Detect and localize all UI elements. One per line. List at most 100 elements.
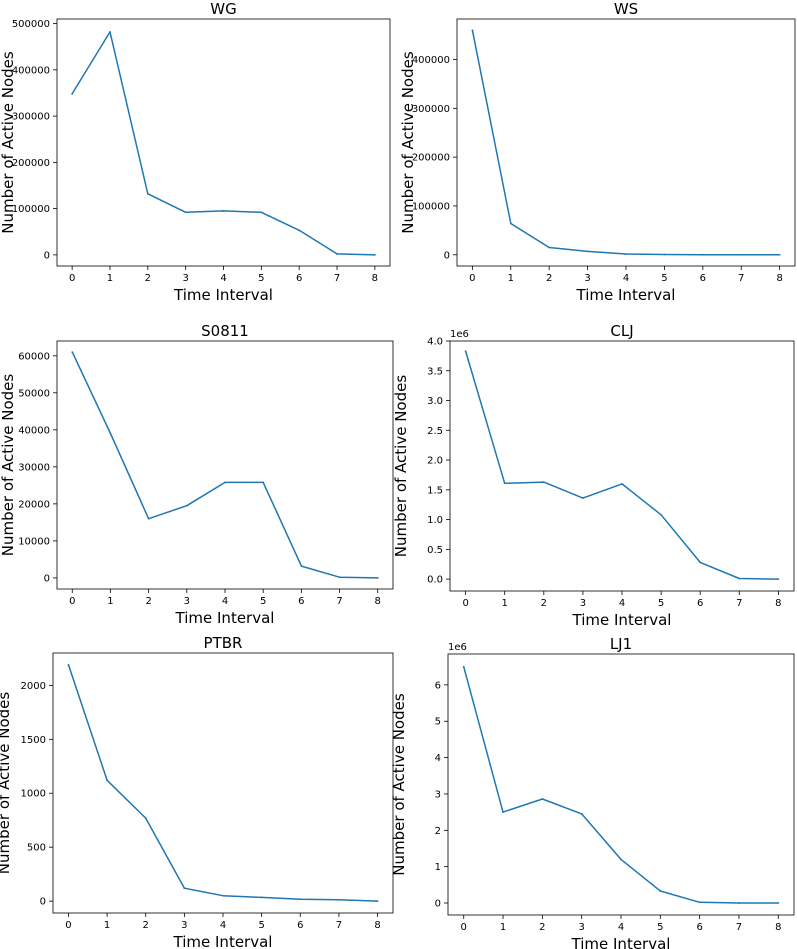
x-tick-label: 3 (580, 598, 586, 609)
data-point (336, 253, 338, 255)
x-tick-label: 2 (143, 920, 149, 931)
y-tick-label: 500000 (12, 19, 50, 30)
x-axis-label: Time Interval (173, 286, 273, 304)
data-point (146, 192, 149, 195)
y-axis-label: Number of Active Nodes (399, 51, 417, 234)
x-tick-label: 1 (508, 273, 514, 284)
data-point (298, 229, 301, 232)
series-line (67, 664, 378, 902)
data-point (738, 902, 740, 904)
series-line (462, 666, 779, 904)
chart-wg: 0 1 2 3 4 5 6 7 8 0 100000 200000 300000 400000 500000… (0, 0, 391, 304)
x-tick-label: 2 (145, 273, 151, 284)
y-axis-label: Number of Active Nodes (390, 693, 408, 876)
x-tick-label: 0 (461, 922, 467, 933)
y-tick-label: 1500 (21, 735, 46, 746)
data-point (67, 663, 70, 666)
data-point (260, 211, 263, 214)
x-tick-label: 1 (502, 598, 508, 609)
y-tick-label: 100000 (12, 204, 50, 215)
y-tick-label: 40000 (18, 425, 50, 436)
series-line (71, 31, 375, 256)
data-point (660, 513, 662, 516)
data-point (300, 565, 303, 567)
x-tick-label: 6 (297, 920, 303, 931)
y-offset-label: 1e6 (450, 329, 469, 340)
chart-ws: 0 1 2 3 4 5 6 7 8 0 100000 200000 300000 400000 WS Time… (399, 0, 796, 304)
y-tick-label: 0 (435, 899, 441, 910)
data-point (582, 497, 584, 500)
data-point (777, 902, 780, 904)
data-point (260, 896, 263, 899)
data-point (777, 578, 780, 580)
x-axis-label: Time Interval (173, 933, 273, 949)
y-tick-label: 0 (44, 250, 50, 261)
y-tick-label: 0 (40, 897, 46, 908)
x-tick-label: 2 (145, 596, 151, 607)
x-tick-label: 0 (462, 598, 468, 609)
y-tick-label: 100000 (412, 201, 450, 212)
x-axis-label: Time Interval (576, 286, 676, 304)
data-point (503, 482, 506, 485)
data-point (147, 517, 150, 520)
data-point (184, 211, 187, 214)
data-point (222, 894, 224, 897)
plot-frame (447, 653, 795, 916)
y-tick-label: 1000 (21, 789, 46, 800)
data-point (663, 253, 666, 256)
x-tick-label: 6 (697, 598, 703, 609)
data-point (71, 351, 74, 354)
x-tick-label: 2 (546, 273, 552, 284)
y-tick-label: 1 (435, 862, 441, 873)
chart-clj: 0 1 2 3 4 5 6 7 8 0.0 0.5 1.0 1.5 2.0 2.5 3.0 3.5 4.0 1e6 C… (392, 322, 795, 629)
plot-frame (52, 652, 394, 914)
x-tick-label: 8 (375, 596, 381, 607)
data-point (464, 350, 467, 353)
data-point (262, 481, 265, 484)
data-point (548, 246, 551, 249)
plot-frame (56, 340, 394, 590)
data-point (185, 504, 188, 507)
y-tick-label: 60000 (18, 351, 50, 362)
y-tick-label: 500 (27, 843, 46, 854)
x-tick-label: 7 (736, 598, 742, 609)
y-tick-label: 200000 (12, 158, 50, 169)
x-tick-label: 8 (776, 273, 782, 284)
series-line (464, 350, 779, 580)
data-point (338, 898, 340, 901)
y-tick-label: 30000 (18, 462, 50, 473)
data-point (509, 222, 512, 225)
y-axis-label: Number of Active Nodes (0, 374, 17, 557)
x-tick-label: 6 (696, 922, 702, 933)
data-point (740, 253, 743, 256)
y-tick-label: 3.0 (427, 396, 443, 407)
data-point (701, 253, 704, 256)
y-tick-label: 1.0 (427, 515, 443, 526)
data-point (586, 250, 589, 253)
data-point (373, 253, 376, 256)
data-point (659, 890, 662, 892)
x-tick-label: 3 (584, 273, 590, 284)
x-tick-label: 0 (69, 273, 75, 284)
plot-frame (456, 18, 796, 267)
x-tick-label: 1 (107, 273, 113, 284)
y-tick-label: 1.5 (427, 485, 443, 496)
data-point (109, 432, 112, 435)
series-line (71, 351, 378, 579)
data-point (71, 93, 74, 95)
x-tick-label: 3 (182, 273, 188, 284)
x-tick-label: 7 (736, 922, 742, 933)
chart-title: PTBR (204, 634, 243, 652)
x-tick-label: 3 (181, 920, 187, 931)
y-tick-label: 2000 (21, 681, 46, 692)
y-tick-label: 5 (435, 717, 441, 728)
x-tick-label: 4 (618, 922, 624, 933)
x-tick-label: 5 (260, 596, 266, 607)
y-tick-label: 50000 (18, 388, 50, 399)
y-tick-label: 2 (435, 826, 441, 837)
y-tick-label: 0.5 (427, 545, 443, 556)
data-point (338, 576, 341, 579)
x-tick-label: 6 (296, 273, 302, 284)
data-point (698, 901, 701, 904)
